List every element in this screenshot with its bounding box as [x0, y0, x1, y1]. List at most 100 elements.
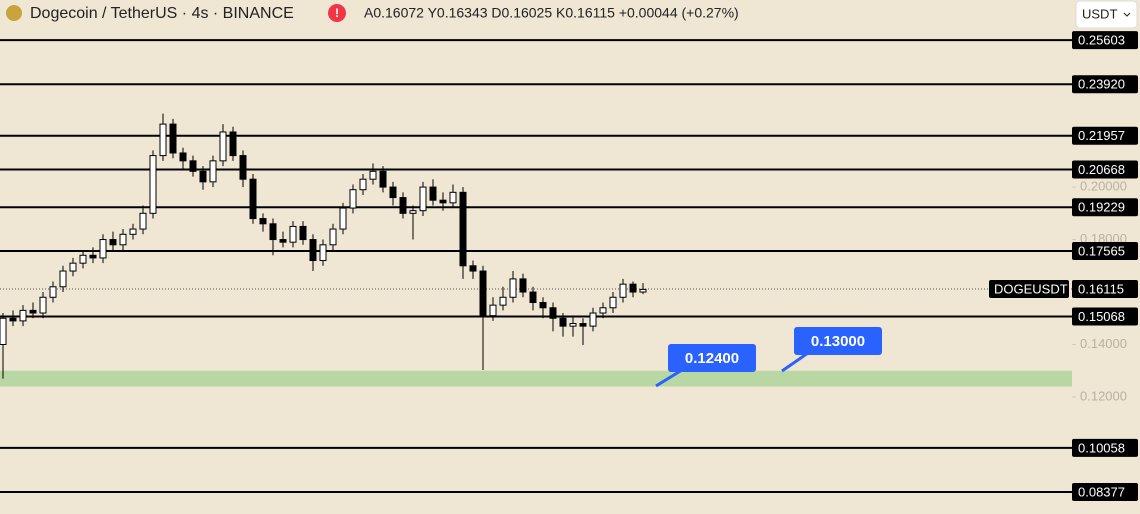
candle-body	[99, 239, 107, 259]
candle-body	[39, 296, 47, 314]
candle-body	[129, 228, 137, 235]
callout-label: 0.13000	[811, 333, 865, 350]
candle-body	[409, 210, 417, 214]
candle-body	[89, 254, 97, 259]
candle-body	[419, 186, 427, 212]
level-label: 0.25603	[1078, 33, 1125, 48]
candle-body	[479, 270, 487, 317]
level-label: 0.20668	[1078, 162, 1125, 177]
candle-body	[79, 254, 87, 264]
currency-select[interactable]	[1075, 0, 1138, 29]
candle-body	[249, 178, 257, 220]
currency-label: USDT	[1082, 6, 1117, 21]
candle-body	[579, 323, 587, 327]
candle-body	[139, 212, 147, 230]
candle-body	[349, 189, 357, 209]
ohlc-text: A0.16072 Y0.16343 D0.16025 K0.16115 +0.0…	[364, 5, 739, 21]
candle-body	[289, 225, 297, 243]
level-tag	[1072, 307, 1138, 326]
level-tag	[1072, 438, 1138, 457]
candle-body	[449, 191, 457, 204]
candle-body	[509, 278, 517, 298]
candle-body	[339, 207, 347, 230]
level-tag	[1072, 483, 1138, 502]
candle-body	[319, 244, 327, 262]
candle-body	[49, 286, 57, 298]
candle-body	[259, 218, 267, 225]
candle-body	[59, 270, 67, 288]
candle-body	[529, 291, 537, 304]
candle-body	[329, 228, 337, 246]
level-tag	[1072, 241, 1138, 260]
candle-body	[439, 199, 447, 204]
y-tick-label: 0.14000	[1080, 336, 1127, 351]
last-price-label: 0.16115	[1078, 281, 1124, 296]
candle-body	[69, 262, 77, 272]
candle-body	[619, 283, 627, 298]
candle-body	[269, 223, 277, 241]
candle-body	[199, 170, 207, 183]
candle-body	[369, 170, 377, 180]
candle-body	[169, 123, 177, 154]
dropdown-arrow	[1123, 12, 1131, 17]
candle-body	[599, 307, 607, 314]
candle-body	[469, 265, 477, 272]
alert-mark: !	[335, 6, 339, 20]
candle-body	[539, 302, 547, 309]
level-label: 0.17565	[1078, 243, 1125, 258]
last-price-tag	[1072, 280, 1138, 299]
candle-body	[229, 131, 237, 157]
level-label: 0.19229	[1078, 200, 1125, 215]
symbol-tag	[989, 280, 1069, 299]
candle-body	[109, 239, 117, 246]
symbol-label: DOGEUSDT	[994, 281, 1068, 296]
candle-body	[309, 239, 317, 262]
level-label: 0.15068	[1078, 309, 1125, 324]
callout-pointer	[781, 351, 809, 373]
candle-body	[379, 170, 387, 188]
level-tag	[1072, 31, 1138, 50]
callout-box	[794, 327, 882, 355]
candle-body	[9, 317, 17, 322]
candle-body	[559, 317, 567, 327]
candle-body	[569, 323, 577, 327]
candle-body	[639, 288, 647, 293]
candle-body	[29, 309, 37, 314]
candle-body	[239, 155, 247, 180]
candle-body	[429, 186, 437, 201]
callout-label: 0.12400	[685, 350, 739, 367]
candle-body	[489, 304, 497, 317]
level-tag	[1072, 198, 1138, 217]
coin-icon	[6, 5, 22, 21]
candle-body	[149, 155, 157, 214]
candle-body	[459, 191, 467, 267]
candle-body	[219, 131, 227, 162]
level-label: 0.23920	[1078, 77, 1125, 92]
candle-body	[629, 283, 637, 293]
candle-body	[589, 312, 597, 327]
level-tag	[1072, 126, 1138, 145]
y-tick-label: 0.12000	[1080, 388, 1127, 403]
candle-body	[189, 160, 197, 172]
candle-body	[519, 278, 527, 293]
level-label: 0.21957	[1078, 128, 1125, 143]
candle-body	[159, 123, 167, 157]
y-tick-label: 0.20000	[1080, 179, 1127, 194]
candle-body	[209, 160, 217, 183]
candle-body	[389, 186, 397, 199]
candle-body	[549, 307, 557, 319]
candle-body	[0, 317, 7, 346]
candle-body	[119, 233, 127, 246]
level-tag	[1072, 160, 1138, 179]
candle-body	[299, 225, 307, 241]
symbol-title: Dogecoin / TetherUS · 4s · BINANCE	[30, 5, 294, 22]
alert-icon	[328, 4, 346, 22]
candle-body	[279, 239, 287, 243]
callout-pointer	[655, 368, 683, 388]
candle-body	[499, 296, 507, 306]
level-label: 0.08377	[1078, 484, 1125, 499]
support-zone	[0, 370, 1072, 387]
